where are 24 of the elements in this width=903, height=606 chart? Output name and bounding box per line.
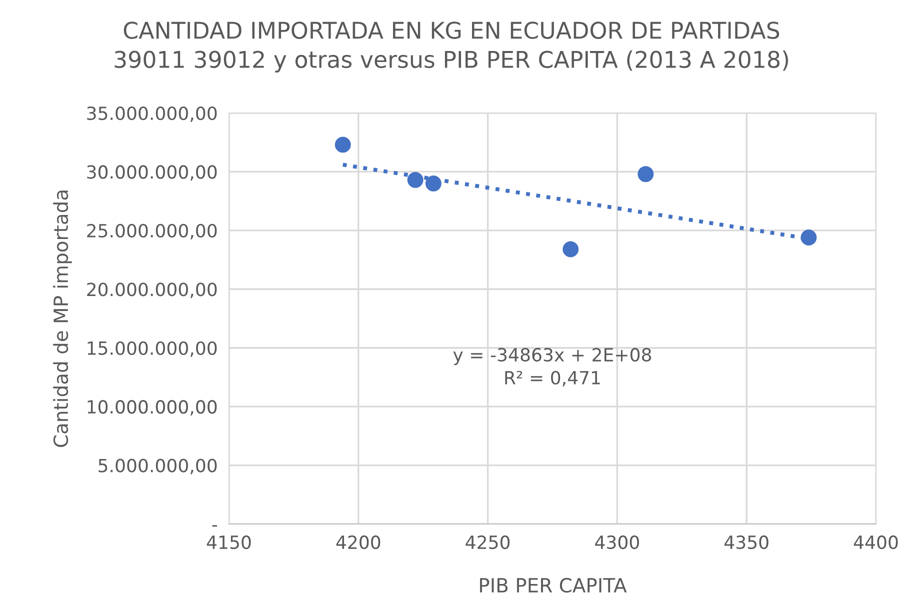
y-tick-label: 15.000.000,00 — [88, 341, 217, 357]
point — [407, 172, 424, 188]
x-tick-label: 4400 — [854, 535, 898, 550]
chart-title: CANTIDAD IMPORTADA EN KG EN ECUADOR DE PARTIDAS 39011 39012 y otras versus PIB PER CAPITA (2013 A 2018) — [114, 22, 788, 73]
x-tick-label: 4150 — [206, 535, 251, 550]
point — [425, 175, 442, 192]
x-tick-label: 4250 — [466, 535, 510, 550]
y-tick-label: 20.000.000,00 — [87, 282, 217, 298]
annotation: y = -34863x + 2E+08 R² = 0,471 — [453, 348, 652, 386]
y-axis-title: Cantidad de MP importada — [53, 190, 72, 447]
y-tick-label: 5.000.000,00 — [98, 458, 217, 474]
y-tick-label: 10.000.000,00 — [88, 400, 217, 416]
y-tick-label: 30.000.000,00 — [87, 165, 217, 181]
x-axis-title: PIB PER CAPITA — [480, 578, 627, 593]
y-tick-label: 25.000.000,00 — [87, 224, 217, 240]
point — [334, 136, 351, 153]
point — [562, 241, 579, 258]
y-tick-label: 35.000.000,00 — [87, 106, 217, 122]
x-tick-label: 4200 — [336, 535, 380, 550]
x-tick-label: 4300 — [595, 535, 639, 550]
point — [800, 229, 817, 246]
point — [638, 166, 654, 182]
y-tick-label: - — [212, 525, 218, 527]
x-tick-label: 4350 — [724, 535, 768, 550]
